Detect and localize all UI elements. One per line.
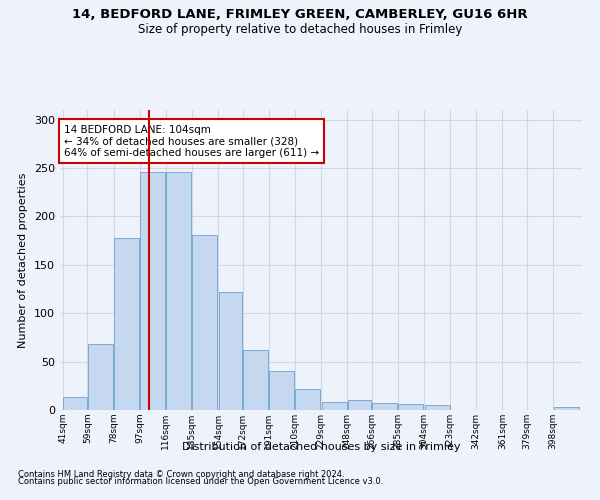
Bar (218, 292, 242, 410)
Bar (140, 172, 165, 410)
Text: 14, BEDFORD LANE, FRIMLEY GREEN, CAMBERLEY, GU16 6HR: 14, BEDFORD LANE, FRIMLEY GREEN, CAMBERL… (72, 8, 528, 20)
Bar (554, 407, 579, 410)
Text: Contains public sector information licensed under the Open Government Licence v3: Contains public sector information licen… (18, 478, 383, 486)
Bar (398, 404, 424, 410)
Bar (63, 398, 87, 410)
Bar (114, 238, 139, 410)
Bar (269, 372, 295, 410)
Bar (193, 235, 217, 410)
Bar (88, 344, 113, 410)
Text: Contains HM Land Registry data © Crown copyright and database right 2024.: Contains HM Land Registry data © Crown c… (18, 470, 344, 479)
Text: 14 BEDFORD LANE: 104sqm
← 34% of detached houses are smaller (328)
64% of semi-d: 14 BEDFORD LANE: 104sqm ← 34% of detache… (64, 124, 319, 158)
Bar (425, 405, 449, 410)
Text: Distribution of detached houses by size in Frimley: Distribution of detached houses by size … (182, 442, 460, 452)
Y-axis label: Number of detached properties: Number of detached properties (19, 172, 28, 348)
Bar (295, 388, 320, 410)
Bar (347, 400, 371, 410)
Bar (373, 403, 397, 410)
Bar (166, 172, 191, 410)
Bar (243, 350, 268, 410)
Bar (322, 402, 347, 410)
Text: Size of property relative to detached houses in Frimley: Size of property relative to detached ho… (138, 22, 462, 36)
